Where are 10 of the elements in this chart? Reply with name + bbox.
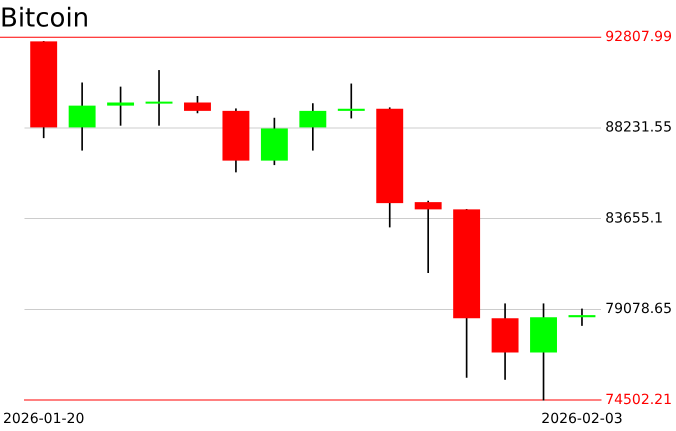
y-tick-label: 88231.55	[605, 120, 672, 136]
candlestick	[146, 70, 172, 126]
y-tick-label: 79078.65	[605, 301, 672, 318]
candlestick	[568, 308, 596, 326]
x-tick-label: 2026-01-20	[2, 411, 84, 428]
chart-title: Bitcoin	[0, 3, 90, 34]
y-tick-label: 83655.1	[605, 210, 664, 226]
x-tick-label: 2026-02-03	[541, 411, 623, 428]
y-tick-label: 74502.21	[605, 392, 672, 408]
y-tick-label: 92807.99	[605, 28, 672, 45]
